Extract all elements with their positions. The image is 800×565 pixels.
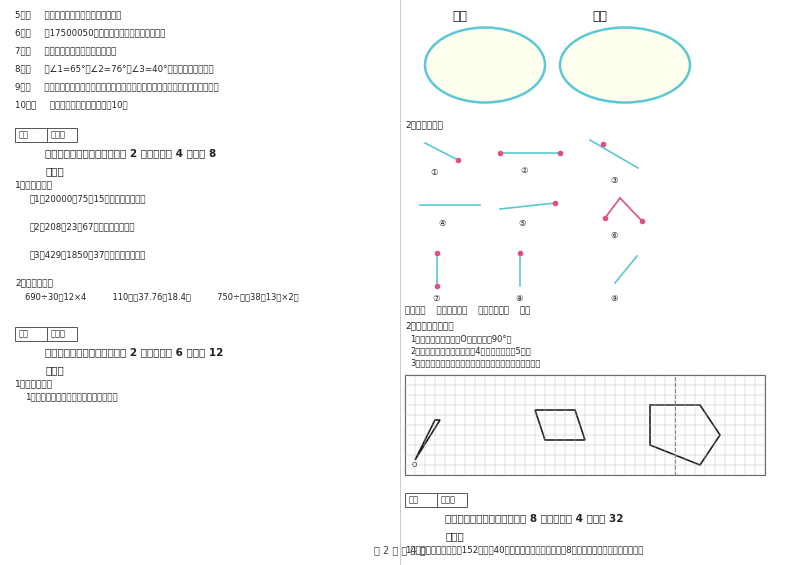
- Text: 评卷人: 评卷人: [441, 495, 456, 504]
- Ellipse shape: [425, 28, 545, 102]
- Text: 8．（     ）∠1=65°，∠2=76°，∠3=40°，不能组成三角形。: 8．（ ）∠1=65°，∠2=76°，∠3=40°，不能组成三角形。: [15, 64, 214, 73]
- Text: （1）20000减75乘15的积，差是多少？: （1）20000减75乘15的积，差是多少？: [30, 194, 146, 203]
- Text: 2．操作与探索题。: 2．操作与探索题。: [405, 321, 454, 330]
- Text: 6．（     ）17500050读作一千万七百五十万零五十。: 6．（ ）17500050读作一千万七百五十万零五十。: [15, 28, 166, 37]
- Text: 四、看清题目，细心计算（共 2 小题，每题 4 分，共 8: 四、看清题目，细心计算（共 2 小题，每题 4 分，共 8: [45, 148, 216, 158]
- Text: 锐角: 锐角: [453, 10, 467, 23]
- Text: 评卷人: 评卷人: [51, 130, 66, 139]
- Text: 得分: 得分: [409, 495, 419, 504]
- Bar: [405, 375, 765, 475]
- Text: （3）429加1850与37的商，和是多少？: （3）429加1850与37的商，和是多少？: [30, 250, 146, 259]
- Text: 得分: 得分: [19, 329, 29, 338]
- Text: 9．（     ）在一个三角形中，如果有一个角是锐角，那么这个三角形就是锐角三角形。: 9．（ ）在一个三角形中，如果有一个角是锐角，那么这个三角形就是锐角三角形。: [15, 82, 218, 91]
- Text: 3、画出右边的图形的另一半，使它成为一个轴对称图形。: 3、画出右边的图形的另一半，使它成为一个轴对称图形。: [410, 358, 540, 367]
- Text: 1．列式计算。: 1．列式计算。: [15, 180, 53, 189]
- Text: ⑨: ⑨: [610, 294, 618, 303]
- Text: 评卷人: 评卷人: [51, 329, 66, 338]
- Text: 2．看图填空。: 2．看图填空。: [405, 120, 443, 129]
- Text: ⑥: ⑥: [610, 231, 618, 240]
- Text: 分）。: 分）。: [45, 166, 64, 176]
- Text: 六、应用知识，解决问题（共 8 小题，每题 4 分，共 32: 六、应用知识，解决问题（共 8 小题，每题 4 分，共 32: [445, 513, 623, 523]
- Text: 得分: 得分: [19, 130, 29, 139]
- Text: （2）208乘23与67的和，积是多少？: （2）208乘23与67的和，积是多少？: [30, 222, 135, 231]
- Text: 5．（     ）相交的两条直线一定互相垂直。: 5．（ ）相交的两条直线一定互相垂直。: [15, 10, 122, 19]
- Text: 分）。: 分）。: [445, 531, 464, 541]
- Text: O: O: [412, 462, 418, 468]
- Text: 690÷30＋12×4          110－（37.76＋18.4）          750÷〔（38－13）×2〕: 690÷30＋12×4 110－（37.76＋18.4） 750÷〔（38－13…: [25, 292, 298, 301]
- Bar: [405, 493, 467, 507]
- Text: 1．一个长方形操场，长152米，宽40米，扩建后长和宽分别增加8米，扩建后操场面积增加了多少: 1．一个长方形操场，长152米，宽40米，扩建后长和宽分别增加8米，扩建后操场面…: [405, 545, 643, 554]
- Bar: [15, 327, 77, 341]
- Text: 7．（     ）克和千克是计量液体的单位。: 7．（ ）克和千克是计量液体的单位。: [15, 46, 116, 55]
- Text: 五、认真思考，综合能力（共 2 小题，每题 6 分，共 12: 五、认真思考，综合能力（共 2 小题，每题 6 分，共 12: [45, 347, 223, 357]
- Text: 分）。: 分）。: [45, 365, 64, 375]
- Text: ②: ②: [520, 166, 527, 175]
- Text: ③: ③: [610, 176, 618, 185]
- Text: 2、将平行四边形先向下平移4格，再向右平移5格。: 2、将平行四边形先向下平移4格，再向右平移5格。: [410, 346, 530, 355]
- Text: 2．混合运算。: 2．混合运算。: [15, 278, 53, 287]
- Text: 10．（     ）两个计数单位间的进率是10。: 10．（ ）两个计数单位间的进率是10。: [15, 100, 128, 109]
- Ellipse shape: [560, 28, 690, 102]
- Text: 钝角: 钝角: [593, 10, 607, 23]
- Text: ①: ①: [430, 168, 438, 177]
- Text: 第 2 页 共 4 页: 第 2 页 共 4 页: [374, 545, 426, 555]
- Text: ④: ④: [438, 219, 446, 228]
- Bar: [15, 128, 77, 142]
- Text: ⑤: ⑤: [518, 219, 526, 228]
- Text: 1．综合训练。: 1．综合训练。: [15, 379, 53, 388]
- Text: 1、把下面的各角度数填入相应的圈里。: 1、把下面的各角度数填入相应的圈里。: [25, 392, 118, 401]
- Text: 1、将下图三角形绕点O逆时针旋转90°。: 1、将下图三角形绕点O逆时针旋转90°。: [410, 334, 511, 343]
- Text: ⑦: ⑦: [432, 294, 439, 303]
- Text: ⑧: ⑧: [515, 294, 522, 303]
- Text: 直线有（    ），射线有（    ），线段有（    ）。: 直线有（ ），射线有（ ），线段有（ ）。: [405, 306, 530, 315]
